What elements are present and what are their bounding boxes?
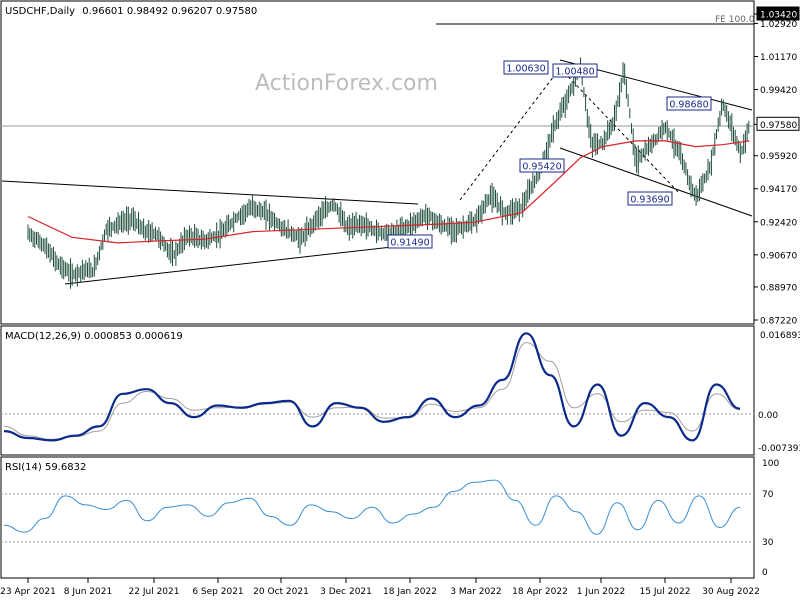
price-annotation-box: [387, 234, 433, 249]
rsi-line: [3, 479, 741, 535]
price-y-tick-label: 0.87220: [760, 317, 797, 327]
price-annotation-box: [519, 158, 565, 173]
price-y-tick-label: 0.95920: [760, 152, 797, 162]
chart-title: USDCHF,Daily 0.96601 0.98492 0.96207 0.9…: [5, 6, 257, 17]
price-annotation-box: [666, 96, 712, 111]
x-tick-label: 18 Apr 2022: [512, 587, 568, 597]
watermark: ActionForex.com: [255, 71, 438, 96]
macd-label: MACD(12,26,9) 0.000853 0.000619: [5, 331, 183, 342]
rsi-panel-frame: [0, 456, 755, 579]
moving-average-line: [27, 140, 750, 244]
macd-line: [3, 332, 741, 442]
price-annotation-label: 1.00630: [506, 64, 545, 75]
macd-panel-frame: [0, 325, 755, 456]
x-tick-label: 3 Dec 2021: [320, 587, 372, 597]
x-axis: 23 Apr 2021 8 Jun 2021 22 Jul 2021 6 Sep 20…: [0, 578, 760, 597]
rsi-label: RSI(14) 59.6832: [5, 462, 86, 473]
price-y-tick-label: 0.88970: [760, 283, 797, 293]
current-price-tag: [756, 116, 800, 131]
x-tick-label: 1 Jun 2022: [577, 587, 625, 597]
price-annotation-label: 0.98680: [669, 100, 708, 111]
x-tick-label: 23 Apr 2021: [0, 587, 56, 597]
macd-current-tag: [757, 408, 799, 421]
x-tick-label: 22 Jul 2021: [129, 587, 180, 597]
price-y-tick-label: 0.90670: [760, 251, 797, 261]
rsi-y-tick-label: 30: [762, 538, 774, 548]
triangle-upper-line: [1, 180, 419, 205]
x-tick-label: 18 Jan 2022: [383, 587, 437, 597]
x-tick-label: 15 Jul 2022: [640, 587, 691, 597]
dashed-rally-line: [459, 67, 561, 201]
price-annotation-label: 0.93690: [630, 195, 669, 206]
macd-y-tick-label: -0.007393: [758, 444, 800, 454]
price-annotation-box: [627, 191, 673, 206]
macd-signal-line: [3, 342, 741, 440]
price-annotation-label: 0.91490: [390, 238, 429, 249]
x-tick-label: 30 Aug 2022: [702, 587, 760, 597]
rsi-y-tick-label: 0: [762, 568, 768, 578]
rsi-y-tick-label: 100: [762, 459, 779, 469]
price-y-tick-label: 0.99420: [760, 86, 797, 96]
macd-y-tick-label: 0.016893: [760, 331, 800, 341]
fe-price-tag: [756, 6, 800, 21]
macd-y-tick-label: 0.00: [758, 411, 778, 421]
price-y-tick-label: 1.01170: [760, 53, 797, 63]
x-tick-label: 8 Jun 2021: [64, 587, 112, 597]
dashed-retrace-line: [559, 67, 681, 195]
price-y-tick-label: 1.03420: [760, 11, 797, 21]
price-y-tick-label: 0.94170: [760, 185, 797, 195]
price-annotations: 1.00630 1.00480 0.98680 0.95420 0.93690 0.914…: [387, 60, 712, 249]
rsi-y-axis: 100 70 30 0: [762, 459, 779, 578]
x-tick-label: 20 Oct 2021: [253, 587, 309, 597]
price-annotation-box: [503, 60, 549, 75]
price-annotation-box: [552, 63, 598, 78]
triangle-lower-line: [64, 243, 419, 285]
price-panel-frame: [0, 0, 755, 325]
channel-lower-line: [559, 147, 753, 217]
x-tick-label: 6 Sep 2021: [192, 587, 243, 597]
x-tick-label: 3 Mar 2022: [450, 587, 501, 597]
price-y-tick-label: 1.02920: [760, 20, 797, 30]
price-annotation-label: 1.00480: [555, 67, 594, 78]
price-y-tick-label: 0.97580: [760, 121, 797, 131]
price-annotation-label: 0.95420: [522, 162, 561, 173]
fe-label: FE 100.0: [715, 15, 755, 25]
rsi-y-tick-label: 70: [762, 490, 774, 500]
price-y-tick-label: 0.92420: [760, 218, 797, 228]
